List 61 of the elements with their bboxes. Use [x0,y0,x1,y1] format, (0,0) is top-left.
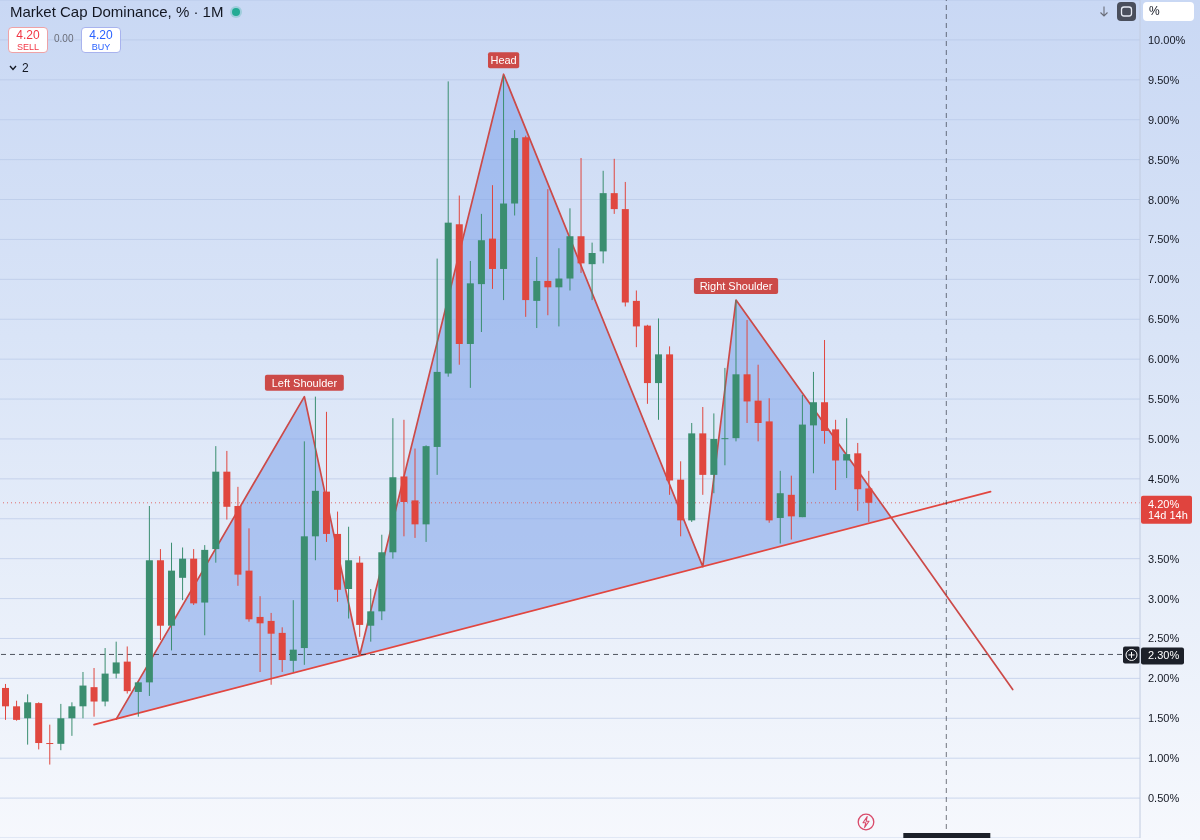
candlestick [46,724,54,766]
y-tick-label: 8.50% [1148,153,1180,166]
candlestick [112,641,120,679]
annotation: SELL [16,42,40,52]
candlestick [544,188,552,316]
y-tick-label: 4.50% [1148,472,1180,485]
annotation: Left Shoulder [271,376,338,389]
candlestick [809,371,817,474]
candlestick [256,595,264,673]
candlestick [721,367,729,466]
candlestick [754,364,762,442]
candlestick [13,700,21,722]
y-tick-label: 2.00% [1148,672,1180,685]
annotation: Right Shoulder [699,280,773,293]
candlestick [588,242,596,301]
ref-line-label: 2.30% [1148,649,1180,662]
y-tick-label: 3.50% [1148,552,1180,565]
pattern-tag: Left Shoulder [264,374,344,391]
pattern-tag: Head [488,52,520,69]
annotation: 4.20 [88,28,114,42]
candlestick [610,158,618,215]
candlestick [79,671,87,719]
buy-button: 4.20 BUY [81,27,121,53]
y-tick-label: 0.50% [1148,792,1180,805]
candlestick [367,588,375,643]
y-tick-label: 6.00% [1148,353,1180,366]
candlestick [2,683,9,721]
candlestick [843,417,851,479]
candlestick [179,546,187,601]
candlestick [533,256,541,329]
candlestick [134,681,142,718]
candlestick [24,693,32,746]
y-tick-label: 5.50% [1148,393,1180,406]
annotation: 4.20 [15,28,41,42]
y-tick-label: 9.00% [1148,113,1180,126]
y-tick-label: 1.50% [1148,712,1180,725]
sell-button: 4.20 SELL [8,27,48,53]
y-tick-label: 7.00% [1148,273,1180,286]
pattern-tag: Right Shoulder [693,278,779,295]
candlestick [289,599,297,673]
scale-field: % [1143,2,1194,21]
y-tick-label: 1.00% [1148,752,1180,765]
ref-line-label: 4.20% 14d 14h [1148,497,1188,521]
candlestick [90,667,98,718]
y-tick-label: 8.00% [1148,193,1180,206]
candlestick [555,247,563,327]
candlestick [267,612,275,686]
annotation: 0.00 [54,33,74,44]
y-tick-label: 7.50% [1148,233,1180,246]
y-tick-label: 10.00% [1148,33,1186,46]
y-tick-label: 5.00% [1148,432,1180,445]
y-tick-label: 2.50% [1148,632,1180,645]
candlestick [68,701,76,737]
annotation: 2 [22,61,29,75]
price-tag: 2.30% [1141,647,1184,665]
y-tick-label: 9.50% [1148,73,1180,86]
annotation: BUY [90,42,112,52]
price-tag: 4.20% 14d 14h [1141,495,1192,524]
y-tick-label: 3.00% [1148,592,1180,605]
chart-title: Market Cap Dominance, % · 1M [10,3,224,20]
y-tick-label: 6.50% [1148,313,1180,326]
